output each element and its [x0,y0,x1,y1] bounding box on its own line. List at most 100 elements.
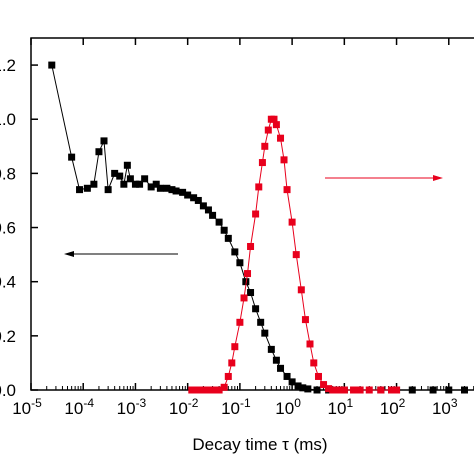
arrow-right [325,175,443,181]
data-point [387,386,395,394]
data-point [83,184,91,192]
data-point [152,180,160,188]
data-point [228,359,236,367]
data-point [194,386,202,394]
data-point [209,211,217,219]
data-point [299,384,307,392]
data-point [244,270,252,278]
data-point [393,386,401,394]
data-point [445,386,453,394]
data-point [301,316,309,324]
data-point [199,202,207,210]
data-point [190,194,198,202]
y-tick-label: 0.6 [0,219,16,238]
data-point [261,142,269,150]
data-point [95,148,103,156]
data-point [204,386,212,394]
data-point [168,186,176,194]
data-point [252,210,260,218]
data-point [104,186,112,194]
data-point [188,386,196,394]
x-axis-label: Decay time τ (ms) [192,435,327,454]
data-point [329,386,337,394]
data-point [283,372,291,380]
data-point [123,161,131,169]
data-point [252,305,260,313]
data-point [283,186,291,194]
data-point [231,248,239,256]
data-point [179,188,187,196]
data-point [215,218,223,226]
data-point [365,386,373,394]
data-point [247,289,255,297]
y-tick-label: 1.2 [0,56,16,75]
data-point [247,242,255,250]
data-point [240,294,248,302]
data-point [172,187,180,195]
data-point [224,372,232,380]
data-point [76,186,84,194]
y-tick-label: 1.0 [0,110,16,129]
data-point [313,386,321,394]
data-point [340,386,348,394]
plot-frame [30,37,474,391]
data-point [147,183,155,191]
data-point [255,183,263,191]
data-point [261,329,269,337]
data-point [429,386,437,394]
data-point [209,386,217,394]
data-point [100,137,108,145]
data-point [408,386,416,394]
data-point [277,134,285,142]
data-point [224,234,232,242]
series-line [51,64,474,391]
data-point [264,126,272,134]
data-point [335,386,343,394]
x-tick-label: 10-2 [169,396,199,418]
data-point [350,386,358,394]
data-point [231,343,239,351]
data-point [325,385,333,393]
x-tick-label: 100 [275,396,301,418]
data-point [257,318,265,326]
x-tick-label: 101 [328,396,354,418]
y-tick-label: 0.0 [0,381,16,400]
x-tick-label: 10-5 [12,396,42,418]
data-point [90,180,98,188]
data-point [304,385,312,393]
data-point [68,153,76,161]
data-point [215,386,223,394]
x-tick-label: 10-3 [117,396,147,418]
data-point [272,356,280,364]
data-point [292,251,300,259]
data-point [131,180,139,188]
data-point [288,378,296,386]
y-tick-label: 0.2 [0,327,16,346]
y-tick-label: 0.4 [0,273,16,292]
data-point [280,156,288,164]
arrow-left [64,251,178,257]
data-point [220,383,228,391]
data-point [220,226,228,234]
data-point [204,206,212,214]
data-point [258,159,266,167]
data-point [314,372,322,380]
data-point [306,340,314,348]
data-point [294,382,302,390]
data-point [236,318,244,326]
data-point [460,386,468,394]
data-point [267,345,275,353]
data-point [288,218,296,226]
data-point [136,180,144,188]
x-tick-label: 10-4 [64,396,94,418]
x-tick-label: 103 [432,396,458,418]
data-point [356,386,364,394]
data-point [111,169,119,177]
y-tick-label: 0.8 [0,164,16,183]
data-point [163,184,171,192]
data-point [272,121,280,129]
data-point [270,115,278,123]
data-point [310,359,318,367]
data-point [236,259,244,267]
